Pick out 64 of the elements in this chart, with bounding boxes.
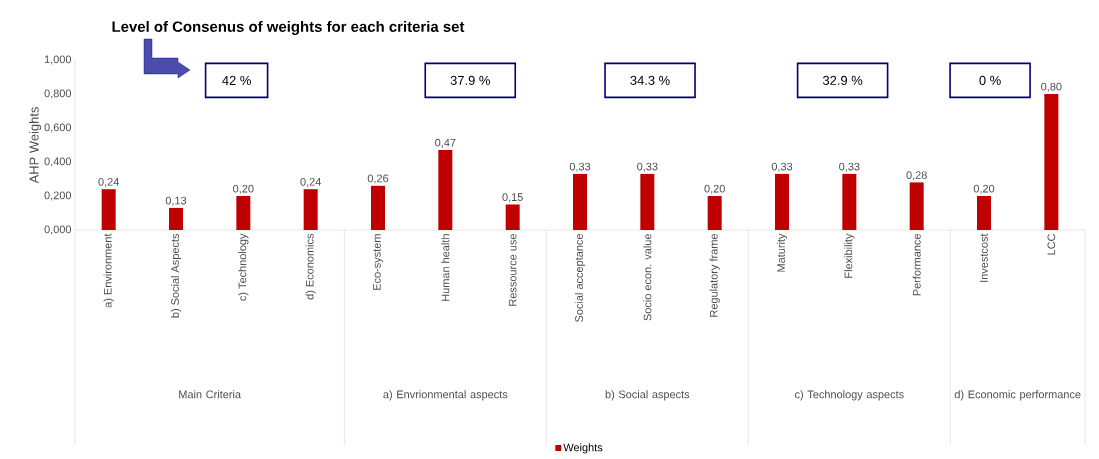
data-label: 0,33 xyxy=(569,162,591,172)
x-tick-label: Performance xyxy=(912,234,921,296)
data-label: 0,33 xyxy=(771,162,793,172)
y-tick-label: 0,000 xyxy=(44,225,72,235)
data-label: 0,20 xyxy=(973,184,995,194)
y-tick-label: 1,000 xyxy=(44,55,72,65)
annotation: 37.9 % xyxy=(450,75,490,85)
x-tick-label: Human health xyxy=(441,234,450,301)
y-tick-label: 0,200 xyxy=(44,191,72,201)
y-tick-label: 0,600 xyxy=(44,123,72,133)
x-tick-label: LCC xyxy=(1047,233,1056,255)
x-tick-label: Social acceptance xyxy=(574,234,586,322)
text: Main Criteria xyxy=(179,390,242,399)
data-label: 0,20 xyxy=(233,184,254,194)
x-tick-label: b) Social Aspects xyxy=(170,233,182,318)
bar xyxy=(371,185,385,230)
bar xyxy=(842,173,857,230)
x-tick-label: d) Economics xyxy=(305,233,316,300)
bar xyxy=(707,196,722,230)
bar xyxy=(573,173,588,230)
data-label: 0,33 xyxy=(839,162,860,172)
data-label: 0,13 xyxy=(165,196,187,206)
text: a) Envrionmental aspects xyxy=(383,390,508,401)
x-tick-label: Maturity xyxy=(776,233,788,272)
data-label: 0,28 xyxy=(906,171,927,181)
bar xyxy=(101,189,116,230)
bar xyxy=(977,196,992,230)
bar xyxy=(505,204,520,230)
bar xyxy=(1044,94,1059,230)
data-label: 0,24 xyxy=(300,177,321,187)
text: d) Economic performance xyxy=(954,390,1081,401)
bar xyxy=(909,182,924,230)
text: b) Social aspects xyxy=(605,390,690,401)
y-axis-title: AHP Weights xyxy=(29,107,42,184)
chart-title: Level of Consenus of weights for each criteria set xyxy=(112,21,465,35)
x-tick-label: Eco-system xyxy=(373,234,383,290)
x-tick-label: Ressource use xyxy=(508,234,517,306)
x-tick-label: Regulatory frame xyxy=(709,234,720,317)
annotation: 42 % xyxy=(222,75,251,85)
x-tick-label: Flexibility xyxy=(844,233,855,278)
bar xyxy=(438,150,453,230)
bar xyxy=(169,207,183,230)
annotation: 0 % xyxy=(979,75,1001,85)
bar xyxy=(640,173,655,230)
data-label: 0,47 xyxy=(435,138,456,148)
annotation: 34.3 % xyxy=(630,75,670,85)
data-label: 0,33 xyxy=(637,162,658,172)
annotation: 32.9 % xyxy=(822,75,863,85)
bar xyxy=(303,189,318,230)
data-label: 0,20 xyxy=(704,184,725,194)
text: c) Technology aspects xyxy=(794,390,904,401)
legend-label: Weights xyxy=(563,443,603,454)
bar xyxy=(775,173,790,230)
x-tick-label: Socio econ. value xyxy=(643,234,652,321)
y-tick-label: 0,400 xyxy=(44,157,72,167)
x-tick-label: a) Environment xyxy=(103,233,114,308)
bar xyxy=(236,196,251,230)
data-label: 0,15 xyxy=(502,193,523,203)
x-tick-label: c) Technology xyxy=(238,233,249,301)
data-label: 0,80 xyxy=(1041,82,1062,92)
y-tick-label: 0,800 xyxy=(44,89,72,99)
data-label: 0,24 xyxy=(98,177,119,187)
x-tick-label: Investcost xyxy=(980,233,988,282)
data-label: 0,26 xyxy=(367,174,389,184)
